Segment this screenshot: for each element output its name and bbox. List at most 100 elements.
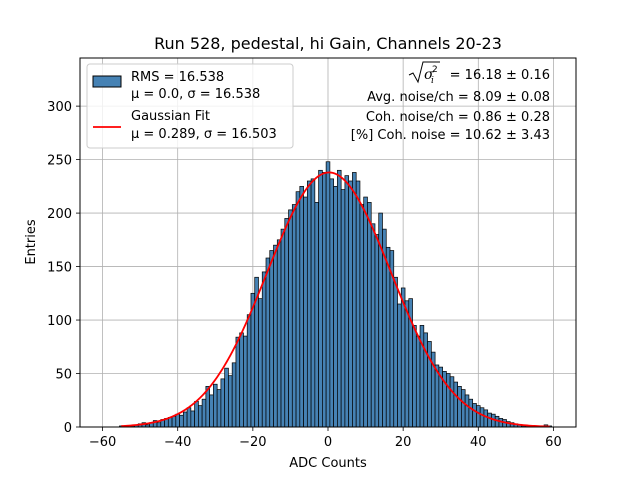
histogram-bar [291,204,297,428]
histogram-bar [213,383,218,428]
histogram-bar [231,362,237,428]
histogram-bar [340,189,346,428]
svg-text:σ: σ [424,67,434,83]
histogram-bar [363,196,368,428]
svg-text:i: i [431,76,434,86]
annotation-line-2: Avg. noise/ch = 8.09 ± 0.08 [367,90,550,105]
histogram-bar [156,422,162,428]
x-axis-label: ADC Counts [289,456,367,471]
histogram-bar [306,180,312,428]
histogram-bar [325,161,331,428]
y-tick-label: 100 [47,314,72,329]
annotation-block: σ i 2 = 16.18 ± 0.16 Avg. noise/ch = 8.0… [351,61,550,143]
histogram-bar [385,246,391,428]
histogram-bar [273,244,278,428]
histogram-bar [337,169,342,428]
y-tick-label: 200 [47,207,72,222]
y-tick-label: 50 [55,368,72,383]
histogram-bar [457,386,462,428]
sqrt-sigma-symbol: σ i 2 [408,61,440,86]
histogram-bar [483,409,489,428]
histogram-bar [303,196,308,428]
x-tick-label: 40 [470,435,487,450]
histogram-bar [250,292,256,428]
histogram-bar [224,367,229,428]
histogram-bar [179,414,184,428]
x-tick-label: −60 [89,435,116,450]
histogram-bar [397,303,402,428]
histogram-bar [280,228,286,428]
y-tick-label: 250 [47,154,72,169]
histogram-bar [487,412,492,428]
annotation-line-3: Coh. noise/ch = 0.86 ± 0.28 [366,110,550,125]
legend-entry-2-line1: Gaussian Fit [131,109,210,124]
histogram-bar [314,202,319,428]
histogram-bar [472,403,477,428]
histogram-bar [239,332,244,428]
histogram-bar [261,271,267,428]
histogram-bar [243,335,248,428]
histogram-bar [299,185,304,428]
x-tick-label: 20 [395,435,412,450]
histogram-bar [216,389,222,428]
legend-entry-1-line1: RMS = 16.538 [131,70,224,85]
histogram-bar [258,298,263,428]
histogram-bar [318,169,323,428]
histogram-bar [453,381,458,428]
legend-box [86,63,294,149]
histogram-bar [329,178,334,428]
histogram-bar [182,411,188,428]
histogram-bar [175,413,180,428]
histogram-bar [322,172,327,428]
grid [80,58,576,428]
histogram-bar [370,223,376,428]
histogram-bars [119,161,552,428]
histogram-bar [479,407,485,428]
histogram-bar [400,287,406,428]
histogram-bar [446,373,451,428]
legend-entry-1-line2: μ = 0.0, σ = 16.538 [131,87,260,102]
histogram-bar [355,180,361,428]
legend-patch-icon [92,75,122,88]
histogram-bar [333,185,338,428]
histogram-bar [310,178,316,428]
legend: RMS = 16.538 μ = 0.0, σ = 16.538 Gaussia… [86,63,294,149]
histogram-bar [461,389,466,428]
histogram-bar [246,314,252,428]
histogram-bar [348,180,353,428]
histogram-bar [412,325,417,428]
histogram-bar [276,239,282,428]
x-tick-label: −40 [164,435,191,450]
x-tick-label: −20 [239,435,266,450]
histogram-bar [205,386,210,428]
axis-ticks: −60 −40 −20 0 20 40 60 0 50 100 150 200 250 300 [47,100,562,450]
histogram-bar [220,378,226,428]
histogram-bar [468,398,474,428]
histogram-bar [344,175,350,428]
gaussian-fit-curve [121,171,550,428]
histogram-bar [415,335,421,428]
histogram-bar [209,394,214,428]
histogram-bar [284,218,289,428]
chart-title: Run 528, pedestal, hi Gain, Channels 20-… [154,34,502,53]
histogram-bar [190,410,195,428]
legend-entry-2-line2: μ = 0.289, σ = 16.503 [131,127,277,142]
svg-text:2: 2 [432,65,438,75]
histogram-bar [198,405,203,428]
histogram-bar [404,300,410,428]
histogram-bar [374,234,380,428]
annotation-line-1: = 16.18 ± 0.16 [450,68,550,83]
histogram-bar [359,204,365,428]
histogram-bar [265,257,271,428]
histogram-bar [186,407,192,428]
histogram-bar [352,172,357,428]
histogram-bar [288,209,293,428]
x-tick-label: 0 [324,435,332,450]
histogram-bar [194,400,199,428]
histogram-bar [464,394,470,428]
histogram-bar [235,336,241,428]
histogram-bar [476,405,481,428]
histogram-bar [449,376,455,428]
histogram-bar [228,375,233,428]
